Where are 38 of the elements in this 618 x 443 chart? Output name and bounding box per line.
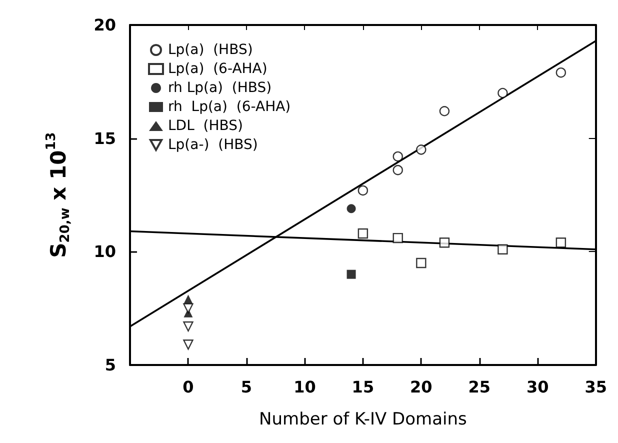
point	[358, 228, 368, 239]
legend-label: rh Lp(a) (HBS)	[168, 80, 272, 96]
legend-label: rh Lp(a) (6-AHA)	[168, 99, 291, 115]
point	[439, 106, 450, 116]
point	[183, 340, 194, 350]
y-tick-label: 10	[94, 242, 116, 262]
point	[556, 68, 566, 78]
point	[346, 204, 356, 214]
x-tick-label: 30	[526, 378, 549, 396]
point	[498, 88, 508, 98]
y-tick-label: 20	[94, 16, 116, 34]
y-tick-label: 15	[94, 128, 116, 148]
point	[556, 238, 566, 248]
y-tick-label: 5	[104, 356, 116, 374]
x-tick-label: 5	[240, 378, 252, 396]
x-tick-label: 20	[410, 378, 432, 396]
point	[416, 258, 426, 268]
y-axis-title: S20,w x 1013	[44, 132, 73, 258]
legend-label: Lp(a-) (HBS)	[168, 137, 258, 153]
point	[358, 185, 368, 196]
point	[392, 151, 403, 162]
point	[392, 164, 403, 176]
point	[416, 144, 426, 155]
point	[183, 303, 194, 314]
x-tick-label: 0	[182, 378, 194, 396]
point	[392, 232, 403, 244]
point	[183, 321, 194, 332]
x-tick-label: 15	[352, 378, 374, 396]
point	[498, 244, 508, 254]
legend-label: Lp(a) (6-AHA)	[168, 61, 268, 77]
x-tick-label: 25	[468, 378, 491, 396]
x-tick-label: 10	[294, 378, 316, 396]
point	[346, 270, 356, 279]
legend-label: Lp(a) (HBS)	[168, 42, 253, 58]
legend-label: LDL (HBS)	[168, 118, 243, 134]
point	[439, 238, 450, 248]
x-axis-title: Number of K-IV Domains	[259, 410, 467, 430]
x-tick-label: 35	[584, 378, 607, 396]
